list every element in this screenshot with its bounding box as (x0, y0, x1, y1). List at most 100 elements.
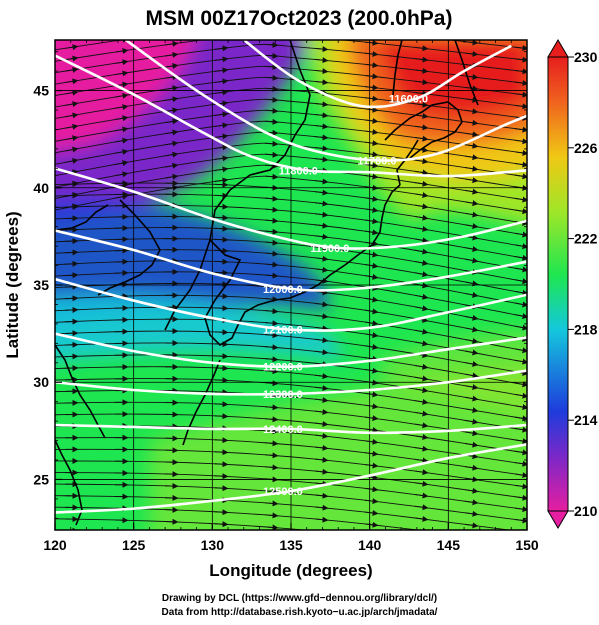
wind-arrow (214, 155, 229, 162)
wind-arrow (514, 126, 527, 133)
wind-arrow (364, 106, 379, 113)
wind-arrow (364, 391, 379, 398)
wind-arrow (314, 385, 329, 392)
wind-arrow (265, 539, 278, 540)
wind-arrow (514, 103, 527, 110)
wind-arrow (514, 517, 527, 524)
wind-arrow (514, 381, 527, 388)
wind-arrow (464, 131, 479, 138)
wind-arrow (514, 324, 527, 331)
wind-arrow (464, 464, 479, 471)
wind-arrow (314, 420, 329, 427)
contour-label: 11600.0 (389, 93, 428, 105)
wind-arrow (414, 480, 429, 487)
wind-arrow (264, 206, 279, 213)
wind-arrow (264, 380, 279, 387)
wind-arrow (514, 80, 527, 86)
wind-streamlines (55, 40, 527, 549)
wind-arrow (214, 413, 229, 420)
wind-arrow (464, 246, 479, 252)
wind-arrow (314, 492, 329, 499)
wind-arrow (414, 124, 429, 131)
colorbar-tick-label: 230 (574, 49, 598, 65)
wind-arrow (364, 273, 379, 280)
wind-arrow (214, 377, 229, 384)
wind-arrow (364, 51, 379, 58)
wind-arrow (64, 135, 79, 142)
x-tick-label: 125 (122, 537, 146, 553)
wind-arrow (214, 485, 229, 492)
wind-arrow (464, 165, 479, 172)
wind-arrow (414, 375, 429, 382)
y-tick-label: 35 (33, 277, 49, 293)
wind-arrow (364, 218, 379, 225)
wind-arrow (214, 509, 229, 516)
wind-arrow (264, 162, 279, 169)
wind-arrow (164, 162, 179, 169)
wind-arrow (514, 149, 527, 156)
wind-arrow (314, 277, 329, 284)
wind-arrow (114, 92, 129, 99)
wind-arrow (64, 55, 79, 62)
wind-arrow (522, 528, 527, 530)
x-axis-title: Longitude (degrees) (209, 561, 372, 580)
wind-arrow (364, 343, 379, 350)
wind-arrow (64, 318, 79, 325)
wind-arrow (364, 95, 379, 102)
wind-arrow (264, 500, 279, 507)
wind-arrow (314, 349, 329, 356)
colorbar-tick-label: 226 (574, 140, 598, 156)
wind-arrow (64, 295, 79, 302)
wind-arrow (264, 512, 279, 519)
wind-arrow (264, 239, 279, 246)
wind-arrow (314, 266, 329, 273)
wind-arrow (214, 144, 229, 151)
wind-arrow (314, 189, 329, 196)
wind-arrow (214, 258, 229, 265)
wind-arrow (214, 461, 229, 468)
x-tick-label: 150 (515, 537, 539, 553)
wind-arrow (264, 250, 279, 257)
contour-label: 12100.0 (263, 325, 303, 337)
wind-arrow (414, 410, 429, 417)
wind-arrow (364, 486, 379, 493)
wind-arrow (414, 445, 429, 452)
wind-arrow (314, 178, 329, 185)
wind-arrow (514, 438, 527, 445)
wind-arrow (314, 504, 329, 511)
wind-arrow (214, 521, 229, 528)
wind-arrow (514, 208, 527, 215)
wind-arrow (464, 418, 479, 425)
wind-arrow (164, 140, 179, 147)
wind-arrow (214, 166, 229, 173)
wind-arrow (464, 108, 479, 115)
wind-arrow (464, 407, 479, 414)
wind-arrow (414, 469, 429, 476)
wind-arrow (464, 200, 479, 207)
wind-arrow (314, 313, 329, 320)
wind-arrow (314, 112, 329, 119)
wind-arrow (222, 40, 229, 41)
wind-arrow (364, 403, 379, 410)
x-tick-label: 130 (201, 537, 225, 553)
wind-arrow (465, 547, 478, 549)
wind-arrow (514, 266, 527, 273)
wind-arrow (314, 211, 329, 218)
wind-arrow (264, 488, 279, 495)
wind-arrow (314, 123, 329, 130)
wind-arrow (415, 541, 428, 542)
contour-labels: 11600.0 11700.0 11800.0 11900.0 12000.0 12100… (263, 93, 428, 498)
wind-arrow (264, 272, 279, 279)
wind-arrow (64, 101, 79, 108)
wind-arrow (514, 173, 527, 180)
wind-arrow (364, 195, 379, 202)
wind-arrow (264, 96, 279, 103)
wind-arrow (314, 337, 329, 344)
wind-arrow (314, 46, 329, 53)
wind-arrow (464, 291, 479, 298)
wind-arrow (264, 416, 279, 423)
wind-arrow (364, 129, 379, 135)
wind-arrow (514, 506, 527, 513)
wind-arrow (264, 356, 279, 363)
wind-arrow (264, 428, 279, 435)
